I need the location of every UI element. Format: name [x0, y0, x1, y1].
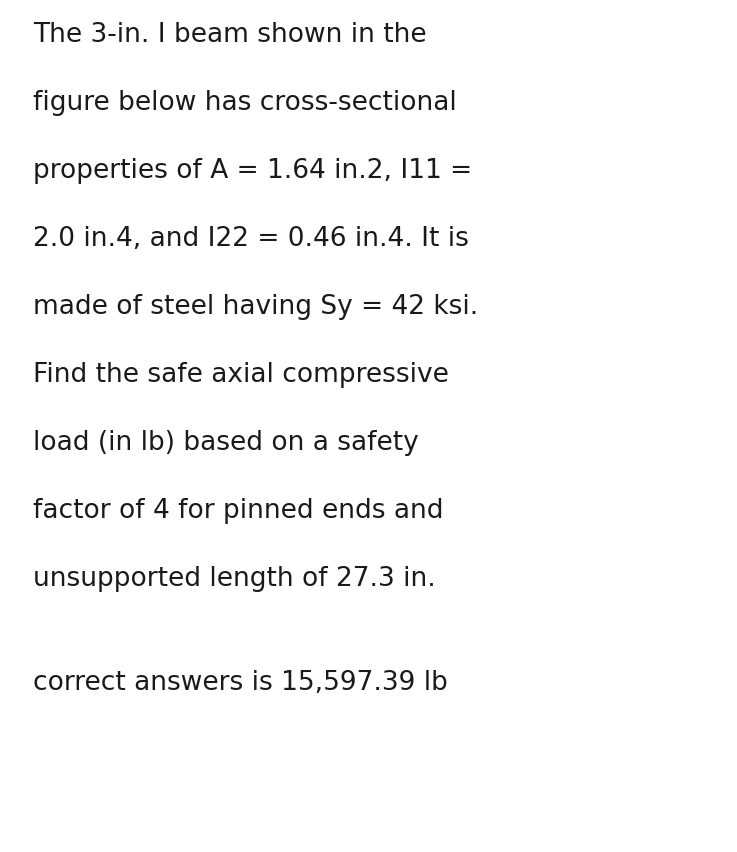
Text: figure below has cross-sectional: figure below has cross-sectional — [33, 90, 457, 116]
Text: Find the safe axial compressive: Find the safe axial compressive — [33, 361, 449, 388]
Text: The 3-in. I beam shown in the: The 3-in. I beam shown in the — [33, 22, 427, 48]
Text: properties of A = 1.64 in.2, I11 =: properties of A = 1.64 in.2, I11 = — [33, 158, 472, 184]
Text: load (in lb) based on a safety: load (in lb) based on a safety — [33, 429, 419, 456]
Text: correct answers is 15,597.39 lb: correct answers is 15,597.39 lb — [33, 669, 448, 695]
Text: made of steel having Sy = 42 ksi.: made of steel having Sy = 42 ksi. — [33, 294, 478, 320]
Text: unsupported length of 27.3 in.: unsupported length of 27.3 in. — [33, 566, 436, 591]
Text: 2.0 in.4, and I22 = 0.46 in.4. It is: 2.0 in.4, and I22 = 0.46 in.4. It is — [33, 226, 469, 251]
Text: factor of 4 for pinned ends and: factor of 4 for pinned ends and — [33, 498, 444, 523]
